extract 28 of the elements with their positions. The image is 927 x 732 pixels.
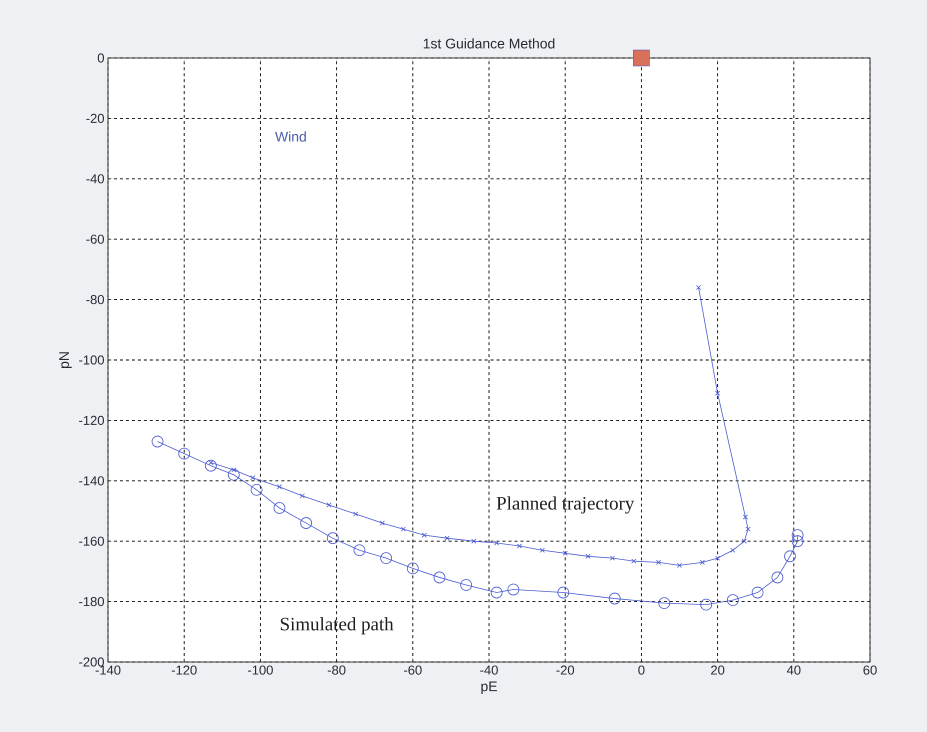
x-tick-label: -60: [404, 666, 422, 675]
x-axis-title: pE: [481, 682, 497, 694]
annotation: Planned trajectory: [496, 496, 634, 514]
y-tick-label: -80: [86, 295, 104, 304]
y-tick-label: -20: [86, 114, 104, 123]
y-tick-label: 0: [98, 53, 104, 63]
x-tick-label: 20: [711, 666, 724, 675]
y-tick-label: -180: [79, 597, 104, 606]
x-tick-label: -120: [172, 666, 197, 675]
x-tick-label: -20: [556, 666, 574, 675]
x-tick-label: -40: [480, 666, 498, 675]
annotation: Simulated path: [280, 617, 394, 634]
chart-title: 1st Guidance Method: [424, 38, 554, 48]
x-tick-label: -140: [96, 666, 120, 675]
y-tick-label: -100: [79, 355, 104, 365]
y-tick-label: -200: [79, 657, 104, 667]
x-tick-label: 0: [638, 666, 645, 675]
y-tick-label: -160: [79, 536, 104, 546]
x-tick-label: -80: [328, 666, 346, 675]
x-tick-label: 60: [863, 666, 877, 675]
y-tick-label: -140: [79, 476, 104, 486]
x-tick-label: -100: [248, 666, 273, 675]
y-axis-title: pN: [59, 352, 72, 368]
y-tick-label: -120: [79, 416, 104, 425]
x-tick-label: 40: [786, 666, 801, 675]
annotation: Wind: [275, 131, 306, 142]
y-tick-label: -40: [86, 174, 104, 184]
y-tick-label: -60: [86, 234, 104, 244]
